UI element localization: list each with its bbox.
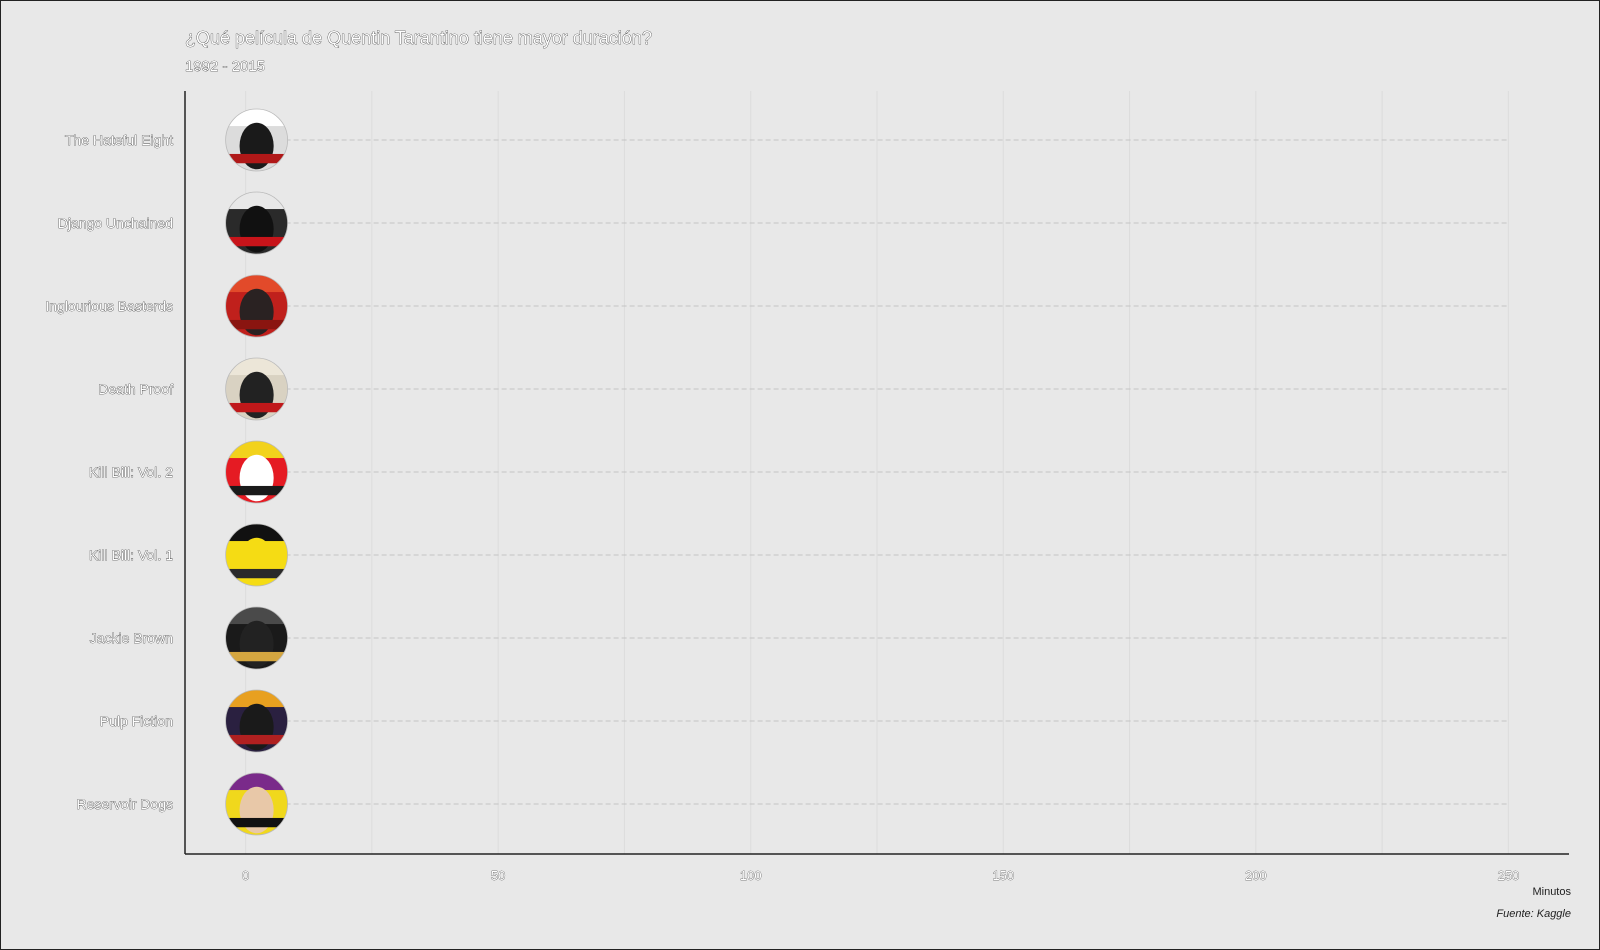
poster-accent [225, 319, 288, 330]
data-markers [225, 108, 289, 836]
y-tick-label: The Hateful Eight [65, 132, 173, 148]
y-tick-label: Django Unchained [58, 215, 173, 231]
x-tick-label: 0 [242, 868, 249, 883]
x-tick-label: 200 [1245, 868, 1267, 883]
x-tick-label: 50 [491, 868, 505, 883]
poster-accent [225, 651, 288, 662]
poster-outline [225, 108, 289, 172]
poster-accent [225, 153, 288, 164]
grid [245, 91, 1509, 854]
x-tick-label: 100 [740, 868, 762, 883]
chart-title: ¿Qué película de Quentin Tarantino tiene… [185, 28, 652, 48]
y-tick-label: Jackie Brown [90, 630, 173, 646]
poster-outline [225, 357, 289, 421]
x-axis-label: Minutos [1532, 886, 1571, 898]
axes: 0 50 100 150 200 250 The Hateful Eight Django U… [45, 91, 1569, 883]
poster-accent [225, 485, 288, 496]
poster-accent [225, 817, 288, 828]
poster-accent [225, 734, 288, 745]
chart-caption: Fuente: Kaggle [1496, 908, 1571, 920]
poster-outline [225, 523, 289, 587]
poster-outline [225, 772, 289, 836]
x-tick-label: 250 [1498, 868, 1520, 883]
poster-outline [225, 274, 289, 338]
y-tick-label: Inglourious Basterds [45, 298, 173, 314]
poster-accent [225, 402, 288, 413]
poster-marker [225, 358, 288, 420]
labels: ¿Qué película de Quentin Tarantino tiene… [185, 28, 1572, 920]
chart-subtitle: 1992 - 2015 [185, 58, 265, 75]
poster-outline [225, 689, 289, 753]
poster-outline [225, 440, 289, 504]
poster-outline [225, 606, 289, 670]
y-tick-label: Death Proof [98, 381, 173, 397]
poster-marker [225, 275, 288, 337]
poster-outline [225, 191, 289, 255]
y-tick-label: Pulp Fiction [100, 713, 173, 729]
x-tick-label: 150 [992, 868, 1014, 883]
y-tick-label: Reservoir Dogs [77, 796, 173, 812]
poster-accent [225, 568, 288, 579]
poster-marker [225, 524, 288, 586]
poster-marker [225, 607, 288, 669]
poster-accent [225, 236, 288, 247]
y-tick-label: Kill Bill: Vol. 1 [89, 547, 173, 563]
poster-marker [225, 441, 288, 503]
y-tick-label: Kill Bill: Vol. 2 [89, 464, 173, 480]
